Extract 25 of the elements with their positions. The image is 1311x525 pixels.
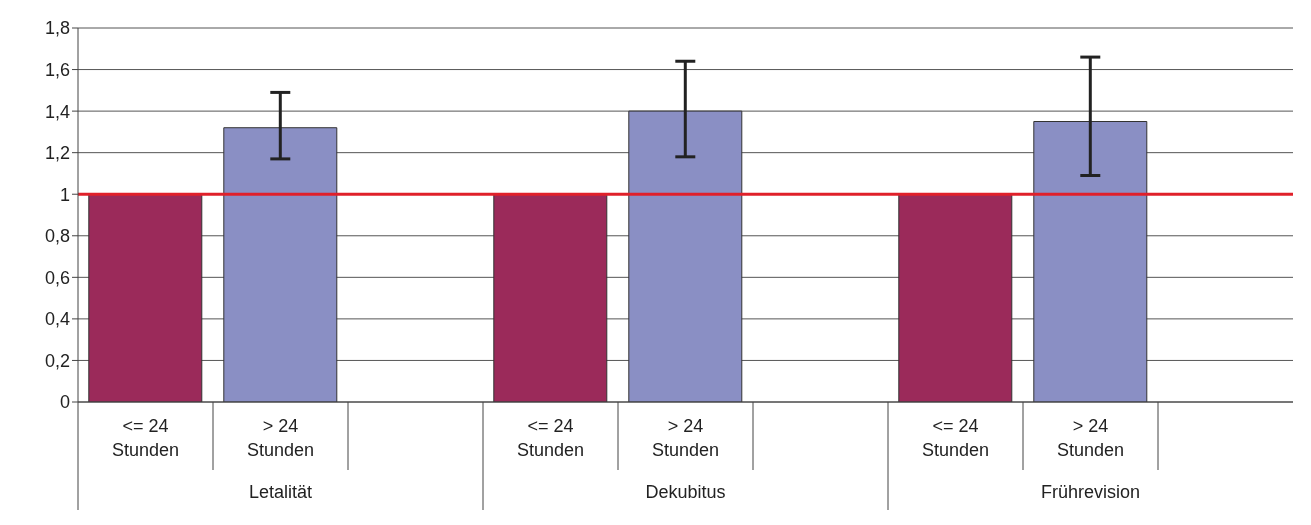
y-tick-label: 0,8: [44, 226, 70, 247]
x-tick-label: <= 24 Stunden: [921, 416, 990, 460]
x-tick-label: > 24 Stunden: [651, 416, 720, 460]
bar: [223, 127, 338, 402]
bar: [88, 193, 203, 402]
y-tick-label: 0,6: [44, 267, 70, 288]
y-tick-label: 1,4: [44, 101, 70, 122]
text: Dekubitus: [645, 482, 726, 502]
x-tick-label: <= 24 Stunden: [111, 416, 180, 460]
bar: [1033, 121, 1148, 402]
y-tick-label: 0,2: [44, 350, 70, 371]
bar: [628, 110, 743, 402]
x-tick-label: > 24 Stunden: [246, 416, 315, 460]
text: Frührevision: [1040, 482, 1141, 502]
y-tick-label: 1: [59, 184, 70, 205]
y-tick-label: 0,4: [44, 309, 70, 330]
bar: [493, 193, 608, 402]
text: Letalität: [248, 482, 313, 502]
x-tick-label: <= 24 Stunden: [516, 416, 585, 460]
y-tick-label: 1,2: [44, 143, 70, 164]
y-tick-label: 1,8: [44, 18, 70, 39]
y-tick-label: 1,6: [44, 59, 70, 80]
y-tick-label: 0: [59, 392, 70, 413]
bar: [898, 193, 1013, 402]
x-tick-label: > 24 Stunden: [1056, 416, 1125, 460]
